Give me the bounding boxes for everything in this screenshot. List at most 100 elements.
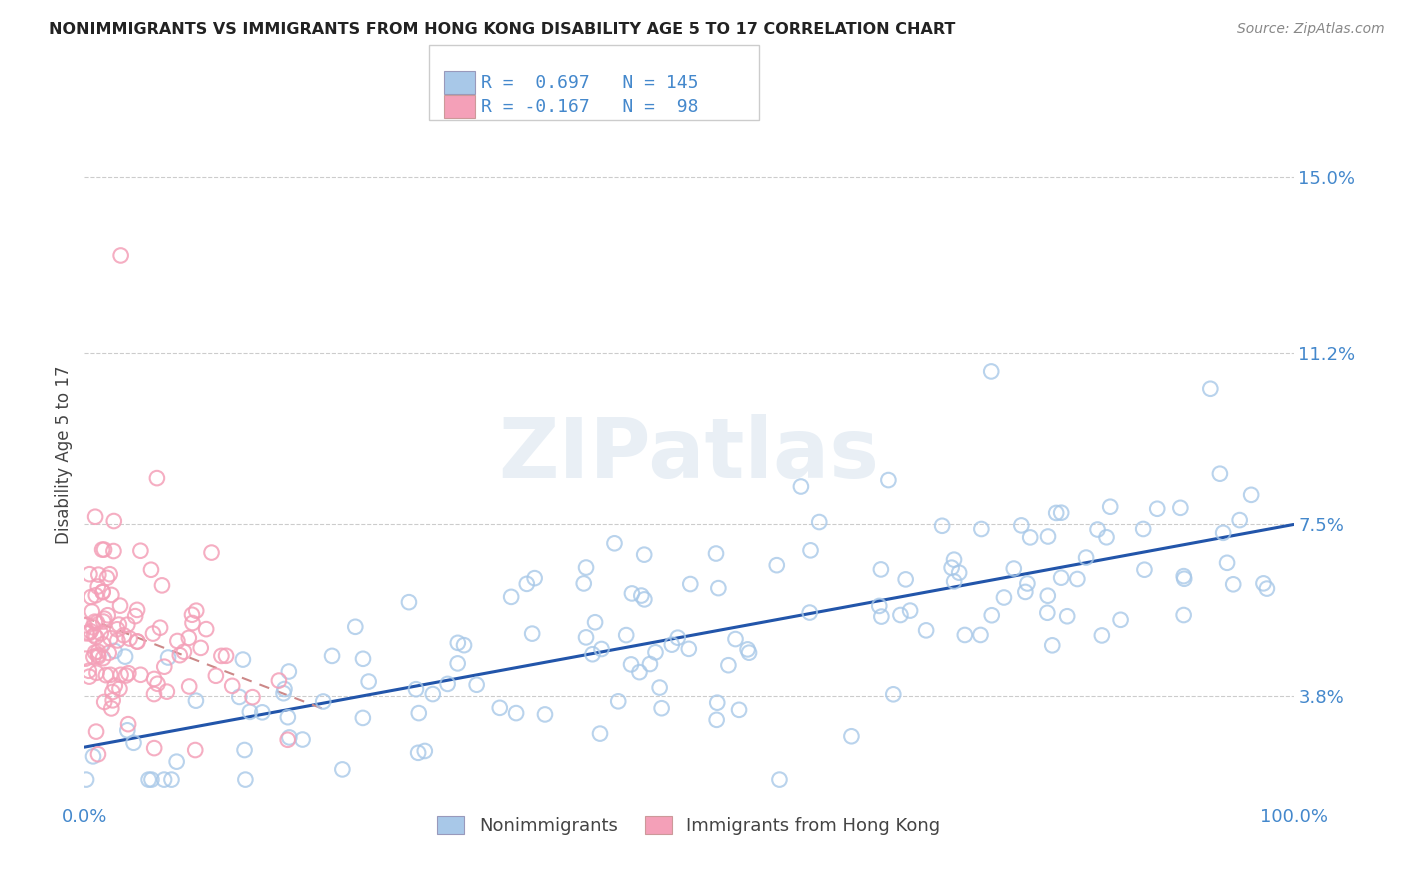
- Point: [110, 667, 132, 681]
- Point: [127, 603, 149, 617]
- Point: [91, 651, 114, 665]
- Point: [516, 577, 538, 591]
- Point: [398, 595, 420, 609]
- Point: [704, 547, 727, 561]
- Point: [738, 646, 761, 660]
- Point: [889, 607, 911, 622]
- Point: [166, 755, 188, 769]
- Point: [181, 615, 204, 630]
- Point: [93, 542, 115, 557]
- Point: [589, 726, 612, 740]
- Point: [82, 649, 104, 664]
- Point: [352, 711, 374, 725]
- Point: [90, 626, 112, 640]
- Point: [169, 648, 191, 663]
- Point: [205, 669, 228, 683]
- Point: [86, 665, 108, 680]
- Point: [108, 681, 131, 696]
- Point: [408, 706, 430, 720]
- Point: [422, 687, 444, 701]
- Point: [277, 710, 299, 724]
- Point: [1010, 518, 1032, 533]
- Point: [1170, 500, 1192, 515]
- Point: [1017, 576, 1039, 591]
- Point: [870, 562, 893, 576]
- Point: [115, 668, 138, 682]
- Point: [321, 648, 343, 663]
- Text: R = -0.167   N =  98: R = -0.167 N = 98: [481, 98, 699, 116]
- Point: [129, 543, 152, 558]
- Point: [651, 701, 673, 715]
- Point: [357, 674, 380, 689]
- Point: [87, 567, 110, 582]
- Point: [181, 607, 204, 622]
- Point: [943, 574, 966, 589]
- Point: [117, 666, 139, 681]
- Point: [87, 645, 110, 659]
- Point: [75, 772, 97, 787]
- Point: [436, 677, 458, 691]
- Point: [1109, 613, 1132, 627]
- Point: [77, 626, 100, 640]
- Point: [1087, 523, 1109, 537]
- Point: [143, 741, 166, 756]
- Point: [100, 631, 122, 645]
- Point: [1173, 607, 1195, 622]
- Point: [87, 649, 110, 664]
- Point: [153, 772, 176, 787]
- Point: [278, 731, 301, 745]
- Point: [129, 667, 152, 681]
- Point: [235, 772, 257, 787]
- Point: [633, 548, 655, 562]
- Point: [765, 558, 787, 573]
- Point: [179, 680, 201, 694]
- Y-axis label: Disability Age 5 to 17: Disability Age 5 to 17: [55, 366, 73, 544]
- Point: [156, 684, 179, 698]
- Point: [413, 744, 436, 758]
- Point: [1036, 606, 1059, 620]
- Point: [209, 648, 232, 663]
- Point: [103, 544, 125, 558]
- Point: [84, 630, 107, 644]
- Point: [139, 563, 162, 577]
- Point: [522, 626, 544, 640]
- Point: [87, 747, 110, 762]
- Point: [138, 772, 160, 787]
- Point: [1253, 576, 1275, 591]
- Point: [1095, 530, 1118, 544]
- Point: [581, 647, 603, 661]
- Point: [877, 473, 900, 487]
- Point: [679, 577, 702, 591]
- Point: [200, 545, 222, 559]
- Point: [1199, 382, 1222, 396]
- Point: [501, 590, 523, 604]
- Point: [1173, 572, 1195, 586]
- Point: [98, 567, 121, 582]
- Point: [277, 665, 299, 679]
- Point: [970, 522, 993, 536]
- Point: [93, 612, 115, 626]
- Point: [87, 648, 110, 662]
- Point: [405, 682, 427, 697]
- Point: [84, 509, 107, 524]
- Text: R =  0.697   N = 145: R = 0.697 N = 145: [481, 73, 699, 92]
- Point: [724, 632, 747, 646]
- Point: [86, 615, 108, 630]
- Point: [941, 560, 963, 574]
- Point: [242, 690, 264, 705]
- Point: [141, 772, 163, 787]
- Point: [630, 589, 652, 603]
- Point: [177, 631, 200, 645]
- Point: [94, 668, 117, 682]
- Point: [534, 707, 557, 722]
- Point: [83, 628, 105, 642]
- Point: [239, 705, 262, 719]
- Point: [228, 690, 250, 704]
- Point: [80, 590, 103, 604]
- Point: [1212, 525, 1234, 540]
- Point: [607, 694, 630, 708]
- Point: [101, 693, 124, 707]
- Point: [870, 609, 893, 624]
- Point: [149, 621, 172, 635]
- Point: [291, 732, 314, 747]
